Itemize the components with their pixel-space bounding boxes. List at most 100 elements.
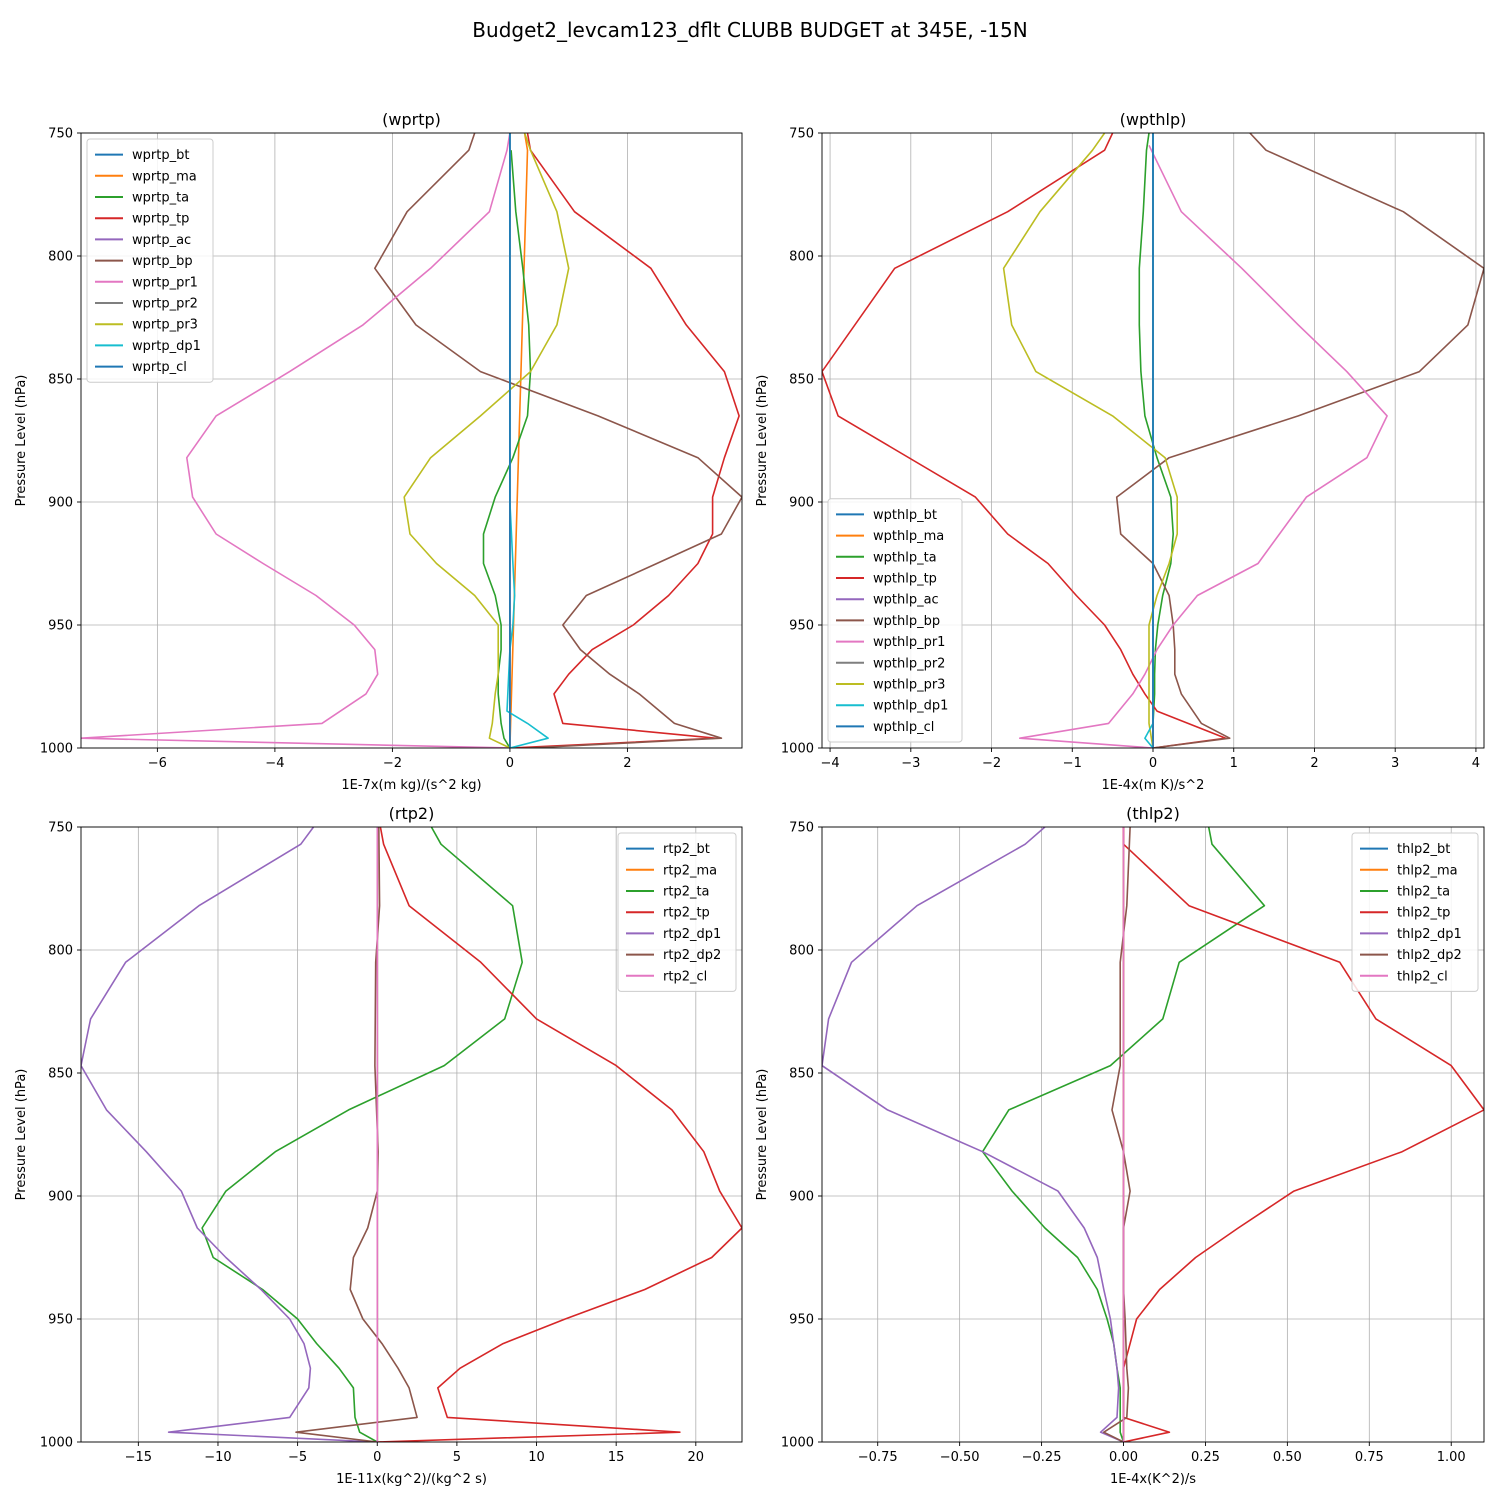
legend-entry-label: thlp2_cl (1397, 969, 1448, 984)
x-tick-label: −15 (125, 1450, 152, 1465)
series-group (822, 827, 1484, 1442)
y-tick-label: 850 (48, 373, 73, 388)
y-tick-label: 900 (789, 1190, 814, 1205)
x-tick-label: 0.25 (1191, 1450, 1220, 1465)
legend: wprtp_bt wprtp_ma wprtp_ta wprtp_tp wprtp_ac… (86, 138, 214, 383)
x-tick-label: 10 (528, 1450, 545, 1465)
chart-title: (thlp2) (1126, 804, 1180, 823)
axes-frame (80, 132, 743, 749)
y-axis-label: Pressure Level (hPa) (14, 375, 29, 507)
legend-entry-label: thlp2_dp1 (1397, 927, 1462, 942)
x-tick-label: 0 (1149, 756, 1157, 771)
legend-entry-label: rtp2_tp (663, 906, 710, 921)
chart-title: (rtp2) (389, 804, 435, 823)
y-axis-label: Pressure Level (hPa) (755, 375, 770, 507)
legend-entry-label: wprtp_pr3 (132, 318, 198, 333)
x-axis-label: 1E-4x(K^2)/s (1110, 1472, 1196, 1487)
chart-title: (wpthlp) (1120, 110, 1187, 129)
series-line-rtp2_dp2 (295, 827, 418, 1442)
x-tick-label: 0 (506, 756, 514, 771)
chart-panel-1: −4 −3 −2 −1 0 1 2 3 4 750 800 850 900 950 1000 (wpthlp)… (755, 110, 1485, 793)
y-tick-label: 750 (48, 127, 73, 142)
y-tick-label: 950 (789, 619, 814, 634)
y-tick-label: 800 (48, 944, 73, 959)
legend-entry-label: wprtp_bt (132, 148, 189, 163)
legend-entry-label: wprtp_ta (132, 191, 189, 206)
x-tick-label: 3 (1391, 756, 1399, 771)
series-group (81, 827, 742, 1442)
legend-entry-label: rtp2_bt (663, 842, 710, 857)
legend-entry-label: rtp2_dp1 (663, 927, 721, 942)
legend-entry-label: rtp2_ta (663, 885, 710, 900)
y-tick-label: 1000 (781, 1436, 814, 1451)
series-line-rtp2_dp1 (81, 827, 378, 1442)
chart-title: (wprtp) (382, 110, 441, 129)
legend-entry-label: wpthlp_pr2 (873, 656, 945, 671)
series-line-wprtp_ma (509, 133, 529, 748)
legend-entry-label: wprtp_ac (132, 233, 191, 248)
y-tick-label: 800 (48, 250, 73, 265)
y-axis-label: Pressure Level (hPa) (755, 1069, 770, 1201)
series-line-thlp2_ta (981, 827, 1266, 1442)
series-line-wprtp_bp (373, 133, 742, 748)
series-group (81, 133, 742, 748)
y-tick-label: 750 (789, 821, 814, 836)
legend-entry-label: wpthlp_ta (873, 550, 937, 565)
legend-entry-label: wprtp_tp (132, 212, 189, 227)
y-tick-label: 750 (48, 821, 73, 836)
x-tick-label: −2 (383, 756, 402, 771)
y-tick-label: 900 (48, 496, 73, 511)
legend-entry-label: thlp2_ma (1397, 863, 1458, 878)
y-tick-label: 850 (48, 1067, 73, 1082)
series-line-wprtp_pr1 (81, 133, 511, 748)
x-tick-label: −10 (204, 1450, 231, 1465)
legend-entry-label: wpthlp_bt (873, 508, 937, 523)
legend-box (617, 832, 737, 992)
x-tick-label: 4 (1472, 756, 1480, 771)
series-line-wprtp_dp1 (506, 133, 549, 748)
series-line-wprtp_ta (482, 150, 532, 748)
series-line-wpthlp_pr3 (1002, 133, 1178, 748)
y-tick-label: 750 (789, 127, 814, 142)
x-tick-label: −1 (1063, 756, 1082, 771)
legend-entry-label: rtp2_dp2 (663, 948, 721, 963)
legend-entry-label: rtp2_cl (663, 969, 707, 984)
series-line-thlp2_dp2 (1103, 827, 1131, 1442)
legend-entry-label: wprtp_pr1 (132, 275, 198, 290)
chart-panel-0: −6 −4 −2 0 2 750 800 850 900 950 1000 (wprtp) 1E-7x(… (14, 110, 743, 793)
legend-entry-label: wprtp_ma (132, 169, 197, 184)
y-tick-label: 950 (48, 619, 73, 634)
series-line-wpthlp_ta (1138, 133, 1174, 748)
x-tick-label: 0.75 (1355, 1450, 1384, 1465)
x-tick-label: 15 (608, 1450, 625, 1465)
y-tick-label: 1000 (781, 742, 814, 757)
legend-entry-label: wpthlp_pr1 (873, 635, 945, 650)
legend-entry-label: wprtp_bp (132, 254, 193, 269)
legend-entry-label: wprtp_cl (132, 360, 187, 375)
x-tick-label: 1.00 (1437, 1450, 1466, 1465)
legend-entry-label: wpthlp_bp (873, 614, 940, 629)
chart-panel-2: −15 −10 −5 0 5 10 15 20 750 800 850 900 950 1000 (rtp2… (14, 804, 743, 1487)
series-line-rtp2_tp (377, 827, 742, 1442)
x-axis-label: 1E-7x(m kg)/(s^2 kg) (341, 778, 481, 793)
x-tick-label: −5 (288, 1450, 307, 1465)
legend-entry-label: wpthlp_ma (873, 529, 944, 544)
y-tick-label: 950 (48, 1313, 73, 1328)
legend-box (86, 138, 214, 383)
legend-entry-label: thlp2_dp2 (1397, 948, 1462, 963)
x-tick-label: 0.50 (1273, 1450, 1302, 1465)
series-line-thlp2_dp1 (822, 827, 1124, 1442)
x-tick-label: 5 (453, 1450, 461, 1465)
legend-entry-label: thlp2_ta (1397, 885, 1450, 900)
x-tick-label: −3 (901, 756, 920, 771)
y-tick-label: 950 (789, 1313, 814, 1328)
series-line-wpthlp_pr1 (1018, 144, 1388, 748)
series-line-wprtp_tp (509, 133, 740, 748)
y-axis-label: Pressure Level (hPa) (14, 1069, 29, 1201)
x-axis-label: 1E-4x(m K)/s^2 (1102, 778, 1205, 793)
y-tick-label: 850 (789, 1067, 814, 1082)
series-line-wprtp_pr3 (403, 133, 570, 748)
series-group (822, 133, 1484, 748)
y-tick-label: 900 (789, 496, 814, 511)
